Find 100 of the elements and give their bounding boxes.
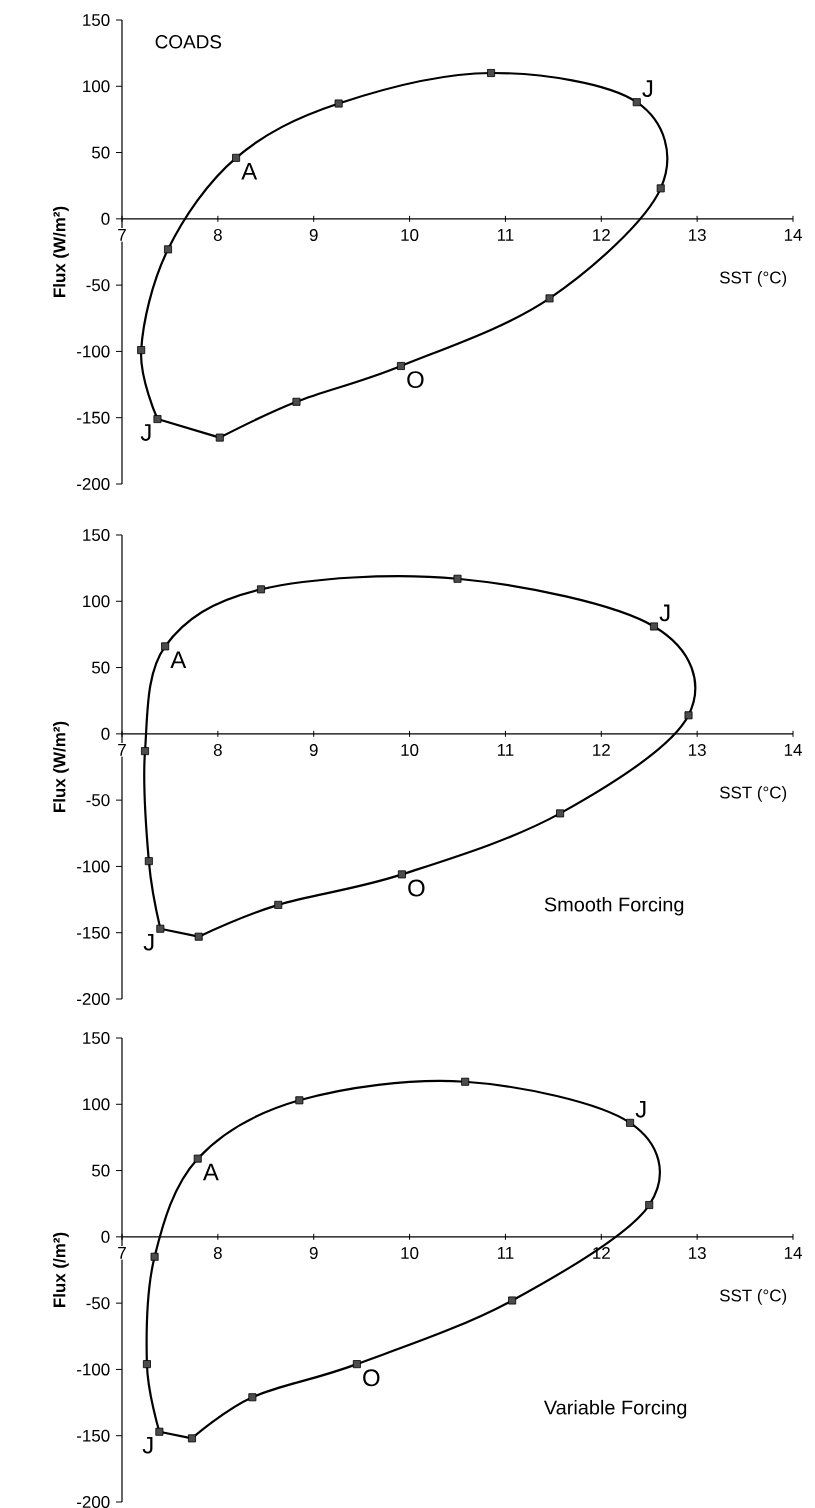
point (156, 924, 165, 933)
annotation: J (142, 1436, 153, 1454)
annotation: Variable Forcing (543, 1399, 687, 1419)
x-tick-label: 12 (593, 1247, 610, 1259)
point (556, 809, 565, 818)
x-tick-label: 11 (497, 229, 514, 241)
x-tick-label: 13 (689, 1247, 706, 1260)
y-tick-label: -200 (77, 477, 110, 490)
y-tick-label: 100 (83, 1098, 110, 1111)
x-tick-label: 8 (213, 744, 222, 757)
point (161, 642, 170, 651)
annotation: J (642, 80, 653, 97)
x-axis-title: SST (°C) (720, 786, 787, 802)
point (396, 362, 405, 370)
x-tick-label: 14 (784, 229, 802, 241)
annotation: Smooth Forcing (544, 896, 684, 916)
point (150, 1252, 159, 1261)
x-axis-title: SST (°C) (720, 271, 787, 287)
x-tick-label: 11 (497, 744, 514, 756)
point (215, 433, 224, 442)
x-tick-label: 12 (593, 229, 610, 241)
point (144, 857, 153, 866)
y-tick-label: -200 (77, 993, 110, 1005)
y-tick-label: -100 (77, 860, 110, 873)
y-axis-title: Flux (W/m²) (53, 721, 69, 812)
x-tick-label: 11 (497, 1247, 514, 1259)
point (232, 153, 241, 162)
y-tick-label: 50 (92, 146, 110, 159)
annotation: O (407, 371, 424, 389)
x-tick-label: 14 (784, 744, 802, 756)
x-tick-label: 9 (309, 229, 318, 241)
x-tick-label: 13 (689, 744, 706, 757)
point (645, 1201, 654, 1210)
x-tick-label: 10 (401, 229, 419, 241)
point (274, 900, 283, 909)
point (257, 585, 265, 594)
x-tick-label: 8 (213, 229, 222, 241)
y-tick-label: -150 (77, 411, 110, 424)
y-tick-label: -100 (77, 345, 110, 358)
point (292, 397, 301, 406)
x-tick-label: 9 (309, 1247, 318, 1260)
point (684, 711, 693, 720)
y-tick-label: -100 (77, 1363, 110, 1376)
x-tick-label: 10 (401, 744, 419, 757)
point (487, 69, 496, 77)
y-tick-label: 50 (92, 661, 110, 674)
y-tick-label: 0 (101, 212, 110, 225)
point (153, 415, 162, 424)
point (194, 932, 203, 941)
point (397, 870, 406, 879)
x-tick-label: 7 (118, 229, 126, 241)
x-tick-label: 9 (309, 744, 318, 757)
x-tick-label: 14 (784, 1247, 802, 1259)
point (142, 1360, 151, 1369)
y-axis-title: Flux (/m²) (53, 1232, 69, 1307)
x-tick-label: 7 (118, 1247, 126, 1259)
point (656, 184, 665, 193)
y-tick-label: -50 (86, 279, 110, 292)
y-axis-title: Flux (W/m²) (53, 206, 69, 297)
y-tick-label: 0 (101, 1230, 110, 1243)
y-tick-label: 0 (101, 727, 110, 740)
point (141, 747, 149, 756)
y-tick-label: -150 (77, 1429, 110, 1442)
point (193, 1154, 202, 1163)
point (453, 574, 462, 583)
annotation: COADS (155, 35, 222, 49)
x-tick-label: 7 (118, 744, 126, 756)
point (352, 1360, 361, 1369)
y-tick-label: -50 (86, 1297, 110, 1310)
point (155, 1427, 164, 1436)
x-axis-title: SST (°C) (720, 1289, 787, 1305)
point (650, 622, 658, 631)
annotation: A (170, 651, 187, 668)
annotation: J (635, 1100, 646, 1118)
y-tick-label: 150 (83, 1032, 110, 1044)
point (187, 1434, 196, 1443)
point (334, 99, 343, 108)
y-tick-label: -150 (77, 926, 110, 939)
point (295, 1096, 304, 1105)
y-tick-label: -50 (86, 794, 110, 807)
point (632, 98, 641, 107)
point (545, 294, 554, 303)
point (164, 245, 172, 254)
point (461, 1077, 470, 1086)
point (137, 346, 146, 355)
y-tick-label: -200 (77, 1496, 110, 1508)
x-tick-label: 12 (593, 744, 610, 756)
annotation: A (241, 163, 258, 180)
y-tick-label: 150 (83, 528, 110, 541)
point (248, 1393, 257, 1402)
x-tick-label: 13 (689, 229, 706, 241)
point (508, 1296, 517, 1305)
y-tick-label: 150 (83, 13, 110, 26)
annotation: J (140, 424, 151, 441)
annotation: J (143, 933, 154, 951)
y-tick-label: 100 (83, 80, 110, 93)
x-tick-label: 10 (401, 1247, 419, 1260)
point (626, 1118, 635, 1127)
annotation: O (408, 879, 425, 897)
y-tick-label: 50 (92, 1164, 110, 1177)
